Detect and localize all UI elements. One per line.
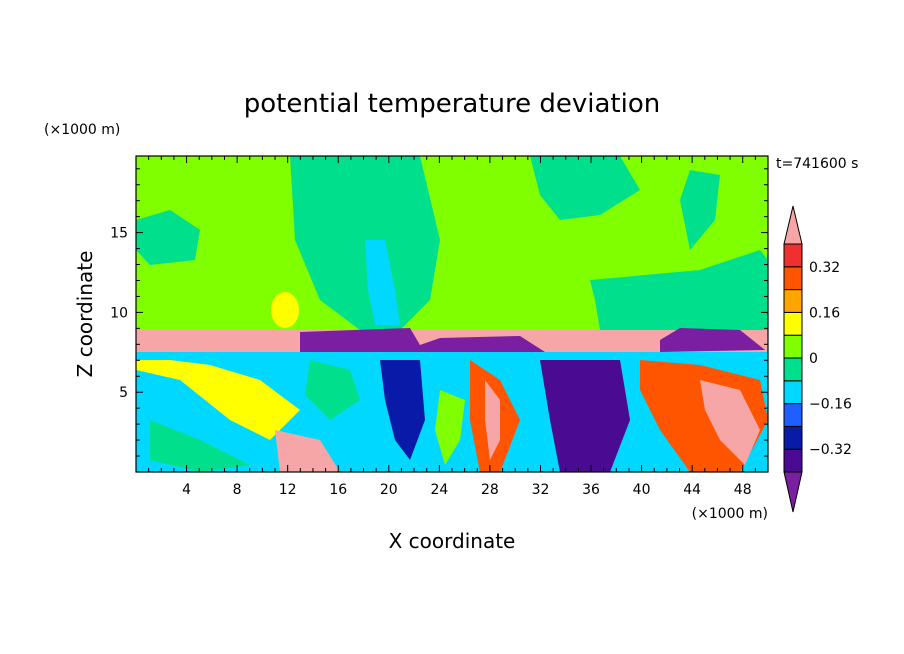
colorbar-box (783, 311, 803, 336)
colorbar: 0.32 0.16 0 −0.16 −0.32 (783, 205, 852, 513)
y-tick-label: 10 (110, 305, 128, 321)
x-unit-label: (×1000 m) (692, 506, 768, 522)
colorbar-box (783, 380, 803, 405)
field-blue-column (380, 360, 425, 460)
y-unit-label: (×1000 m) (44, 122, 120, 138)
field-purple-cap-left (300, 328, 545, 356)
colorbar-box (783, 289, 803, 313)
field-pink-patch (275, 430, 340, 472)
chart-title: potential temperature deviation (244, 89, 660, 119)
colorbar-box (783, 243, 803, 268)
field-plume-corner (680, 170, 720, 250)
colorbar-tick-label: 0.16 (809, 305, 840, 321)
x-tick-label: 28 (481, 482, 499, 498)
field-plume-left (290, 156, 440, 330)
colorbar-top-arrow (783, 205, 803, 245)
colorbar-box (783, 266, 803, 291)
x-axis: 4 8 12 16 20 24 28 32 36 40 44 48 (148, 156, 756, 498)
field-pink-swirl (485, 380, 500, 460)
x-tick-label: 44 (683, 482, 701, 498)
field-green-patch (150, 420, 250, 472)
x-tick-label: 8 (233, 482, 242, 498)
colorbar-box (783, 425, 803, 450)
field-pink-right (700, 380, 760, 465)
y-tick-label: 5 (119, 385, 128, 401)
x-axis-label: X coordinate (389, 529, 516, 553)
field-yellow-band (136, 360, 300, 440)
colorbar-tick-label: 0 (809, 351, 818, 367)
field-yellow-spot (271, 292, 299, 328)
field-plume-upper (530, 156, 640, 220)
colorbar-tick-label: −0.32 (809, 442, 852, 458)
field-plume-edge (136, 210, 200, 265)
colorbar-box (783, 334, 803, 359)
x-tick-label: 24 (430, 482, 448, 498)
field-purple-cap-right (660, 328, 765, 352)
y-axis: 5 10 15 (110, 168, 768, 457)
time-label: t=741600 s (776, 156, 858, 172)
field-green-eddy (305, 360, 360, 420)
colorbar-tick-label: −0.16 (809, 397, 852, 413)
field-green-streak (435, 390, 465, 465)
temperature-field (136, 156, 768, 472)
field-purple-column (540, 360, 630, 472)
x-tick-label: 36 (582, 482, 600, 498)
field-cyan-column (365, 240, 400, 325)
colorbar-tick-label: 0.32 (809, 260, 840, 276)
colorbar-box (783, 448, 803, 473)
y-tick-label: 15 (110, 226, 128, 242)
x-tick-label: 4 (182, 482, 191, 498)
x-tick-label: 12 (279, 482, 297, 498)
y-axis-label: Z coordinate (73, 251, 97, 378)
x-tick-label: 20 (380, 482, 398, 498)
colorbar-box (783, 357, 803, 382)
x-tick-label: 16 (329, 482, 347, 498)
x-tick-label: 48 (734, 482, 752, 498)
colorbar-box (783, 403, 803, 427)
field-plume-right (590, 250, 768, 330)
x-tick-label: 40 (633, 482, 651, 498)
x-tick-label: 32 (532, 482, 550, 498)
colorbar-bottom-arrow (783, 471, 803, 513)
